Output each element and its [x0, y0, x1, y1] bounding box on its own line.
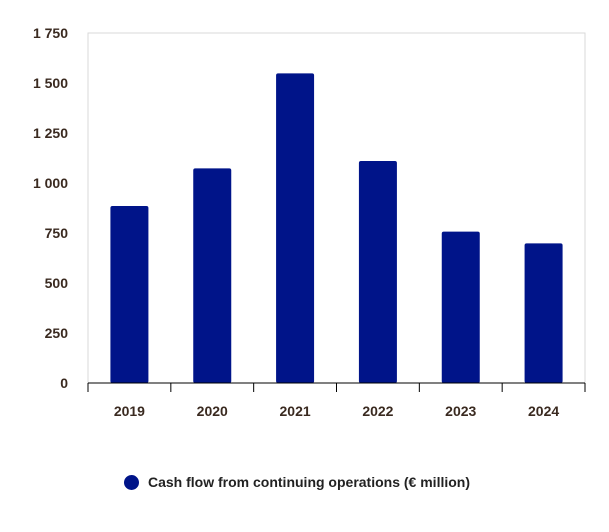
y-tick-label: 0: [60, 375, 68, 391]
bar-2024: [524, 243, 563, 383]
y-axis-tick-labels: 0 250 500 750 1 000 1 250 1 500 1 750: [33, 25, 68, 391]
x-axis-tick-labels: 2019 2020 2021 2022 2023 2024: [114, 403, 560, 419]
legend: Cash flow from continuing operations (€ …: [124, 474, 470, 490]
bar-series: [110, 73, 563, 384]
x-tick-label: 2019: [114, 403, 145, 419]
y-tick-label: 1 750: [33, 25, 68, 41]
bar-2019: [110, 206, 149, 383]
plot-area: [87, 32, 586, 384]
bar-2021: [276, 73, 315, 384]
y-tick-label: 1 500: [33, 75, 68, 91]
y-tick-label: 750: [45, 225, 69, 241]
bar-2023: [441, 231, 480, 383]
legend-marker-icon: [124, 474, 139, 490]
x-tick-label: 2020: [197, 403, 228, 419]
x-axis: [87, 382, 586, 392]
y-tick-label: 1 250: [33, 125, 68, 141]
legend-label: Cash flow from continuing operations (€ …: [148, 474, 470, 490]
x-tick-label: 2023: [445, 403, 476, 419]
x-tick-label: 2021: [280, 403, 311, 419]
x-tick-label: 2024: [528, 403, 559, 419]
y-tick-label: 250: [45, 325, 69, 341]
x-tick-label: 2022: [362, 403, 393, 419]
bar-2020: [193, 168, 232, 383]
y-tick-label: 500: [45, 275, 69, 291]
plot-border: [87, 32, 586, 384]
y-tick-label: 1 000: [33, 175, 68, 191]
bar-2022: [358, 161, 397, 383]
